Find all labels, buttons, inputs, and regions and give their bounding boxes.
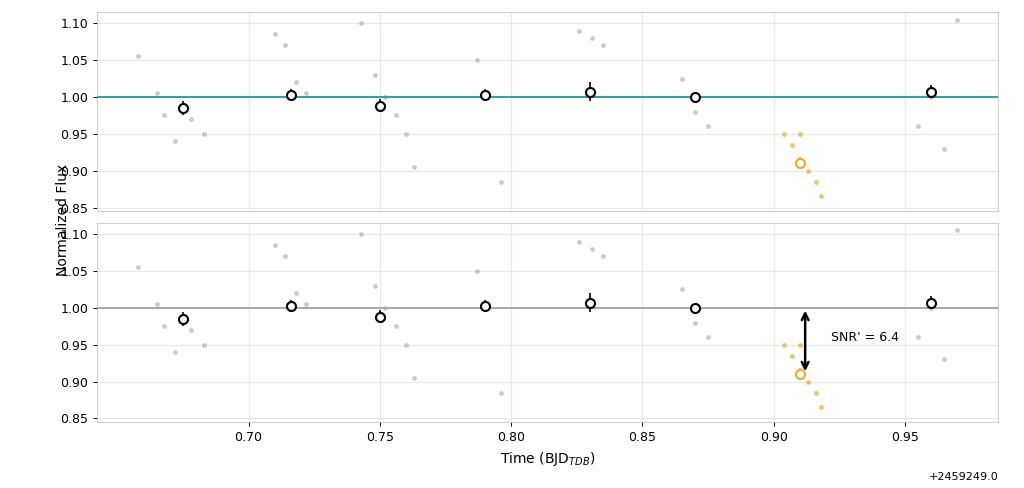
Point: [595, 252, 611, 260]
Point: [687, 319, 703, 326]
Point: [278, 41, 294, 49]
Point: [406, 374, 422, 382]
Point: [923, 93, 939, 101]
Point: [298, 89, 314, 97]
Point: [674, 75, 690, 82]
Point: [699, 122, 716, 130]
Text: SNR' = 6.4: SNR' = 6.4: [831, 331, 899, 344]
Point: [571, 27, 588, 35]
Point: [813, 193, 829, 201]
Point: [130, 264, 146, 271]
Point: [813, 404, 829, 411]
Point: [469, 267, 485, 275]
Point: [585, 245, 601, 253]
Point: [148, 300, 165, 308]
Point: [353, 230, 370, 238]
Point: [493, 178, 509, 185]
Point: [792, 341, 808, 348]
Point: [783, 352, 800, 360]
Point: [182, 115, 199, 123]
Point: [367, 71, 383, 79]
Point: [367, 282, 383, 290]
Point: [585, 34, 601, 42]
Point: [595, 41, 611, 49]
Point: [783, 141, 800, 149]
Point: [808, 389, 824, 397]
Point: [353, 20, 370, 27]
Point: [167, 137, 183, 145]
Text: Normalized Flux: Normalized Flux: [56, 163, 71, 276]
Point: [266, 30, 283, 38]
Point: [398, 341, 415, 348]
Point: [469, 56, 485, 64]
Point: [157, 323, 173, 330]
Point: [910, 122, 927, 130]
Point: [936, 356, 952, 364]
Point: [288, 78, 304, 86]
Point: [571, 238, 588, 245]
Point: [910, 333, 927, 341]
Point: [776, 341, 793, 348]
Point: [923, 304, 939, 312]
Point: [148, 89, 165, 97]
Point: [776, 130, 793, 138]
Point: [196, 130, 212, 138]
Point: [479, 89, 496, 97]
Point: [699, 333, 716, 341]
Point: [792, 130, 808, 138]
Point: [687, 108, 703, 116]
Point: [406, 163, 422, 171]
Point: [808, 178, 824, 185]
Point: [800, 167, 816, 175]
Point: [936, 144, 952, 152]
Point: [493, 389, 509, 397]
Point: [377, 93, 393, 101]
Point: [949, 16, 966, 23]
Point: [674, 285, 690, 293]
Text: +2459249.0: +2459249.0: [929, 472, 998, 482]
Point: [398, 130, 415, 138]
Point: [479, 300, 496, 308]
Point: [196, 341, 212, 348]
Point: [949, 226, 966, 234]
Point: [288, 289, 304, 297]
Point: [167, 348, 183, 356]
Point: [800, 378, 816, 386]
X-axis label: Time (BJD$_{TDB}$): Time (BJD$_{TDB}$): [500, 450, 596, 468]
Point: [157, 111, 173, 119]
Point: [182, 326, 199, 334]
Point: [387, 323, 403, 330]
Point: [278, 252, 294, 260]
Point: [130, 53, 146, 61]
Point: [298, 300, 314, 308]
Point: [377, 304, 393, 312]
Point: [387, 111, 403, 119]
Point: [266, 242, 283, 249]
